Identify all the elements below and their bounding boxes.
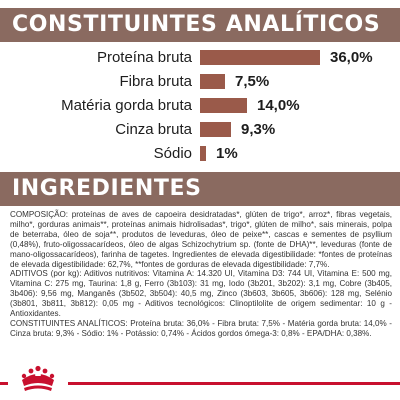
brand-logo (8, 364, 68, 398)
analytics-header: CONSTITUINTES ANALÍTICOS (0, 8, 400, 42)
ingredients-header: INGREDIENTES (0, 172, 400, 206)
constituent-bar (200, 98, 247, 113)
constituent-label: Matéria gorda bruta (61, 97, 192, 114)
royal-canin-crown-icon (21, 365, 55, 391)
constituent-bar (200, 146, 206, 161)
footer-accent-line (0, 382, 400, 385)
constituent-label: Fibra bruta (119, 73, 192, 90)
analytics-title: CONSTITUINTES ANALÍTICOS (12, 12, 381, 37)
constituent-value: 14,0% (257, 97, 300, 114)
constituent-label: Cinza bruta (115, 121, 192, 138)
constituent-label: Sódio (153, 145, 192, 162)
constituent-bar (200, 50, 320, 65)
footer (0, 360, 400, 400)
composition-paragraph: COMPOSIÇÃO: proteínas de aves de capoeir… (10, 210, 392, 269)
constituent-value: 1% (216, 145, 238, 162)
constituent-value: 9,3% (241, 121, 276, 138)
ingredients-title: INGREDIENTES (12, 176, 202, 201)
constituent-label: Proteína bruta (96, 49, 192, 66)
analytical-constituents-paragraph: CONSTITUINTES ANALÍTICOS: Proteína bruta… (10, 318, 392, 338)
ingredients-text: COMPOSIÇÃO: proteínas de aves de capoeir… (10, 210, 392, 339)
constituent-value: 7,5% (235, 73, 270, 90)
additives-paragraph: ADITIVOS (por kg): Aditivos nutritivos: … (10, 269, 392, 319)
constituent-value: 36,0% (330, 49, 373, 66)
constituent-bar (200, 122, 231, 137)
constituent-bar (200, 74, 225, 89)
